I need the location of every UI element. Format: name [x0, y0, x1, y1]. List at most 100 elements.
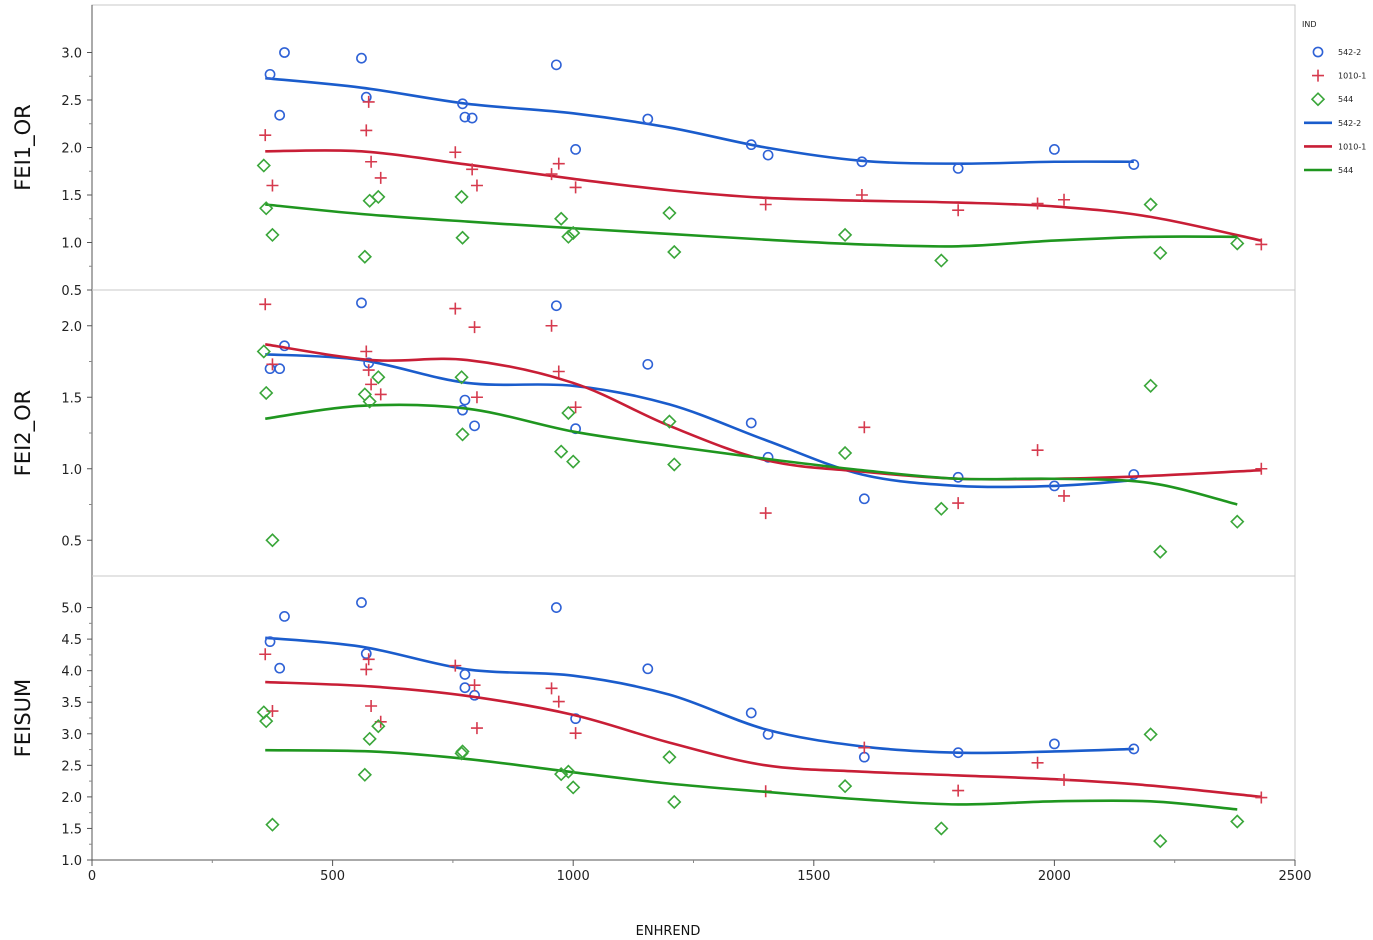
fit-line-544: [265, 748, 1238, 811]
data-point-542-2: [550, 602, 562, 613]
y-tick-label: 4.0: [61, 665, 82, 680]
legend-entry-542-2: 542-2: [1304, 119, 1361, 128]
data-point-544: [371, 719, 386, 734]
data-point-542-2: [570, 143, 582, 155]
y-tick-label: 3.0: [61, 47, 82, 62]
data-point-542-2: [570, 713, 582, 725]
data-point-1010-1: [374, 388, 387, 401]
legend-label: 542-2: [1338, 48, 1361, 57]
data-point-542-2: [745, 139, 757, 151]
data-point-544: [934, 253, 949, 268]
data-point-542-2: [1049, 738, 1060, 750]
data-point-1010-1: [470, 391, 483, 404]
data-point-542-2: [457, 98, 468, 110]
data-point-544: [667, 457, 682, 472]
data-point-1010-1: [952, 784, 965, 797]
legend-label: 544: [1338, 166, 1353, 175]
data-point-544: [1230, 814, 1245, 829]
y-tick-label: 3.5: [61, 696, 82, 711]
data-point-1010-1: [259, 648, 272, 661]
legend-marker-swatch: [1312, 69, 1324, 82]
data-point-544: [256, 344, 271, 359]
data-point-544: [667, 794, 682, 810]
fit-line-1010-1: [265, 680, 1262, 799]
data-point-542-2: [762, 729, 774, 740]
data-point-544: [259, 201, 274, 216]
data-point-542-2: [360, 648, 372, 660]
data-point-1010-1: [362, 653, 375, 666]
data-point-542-2: [274, 363, 286, 375]
data-point-544: [667, 244, 682, 260]
data-point-544: [259, 714, 274, 729]
data-point-542-2: [459, 682, 471, 694]
data-point-544: [362, 394, 377, 409]
data-point-542-2: [952, 162, 964, 174]
data-point-1010-1: [470, 179, 483, 192]
x-axis-label: ENHREND: [636, 924, 701, 939]
fit-line-544: [265, 403, 1238, 506]
y-tick-label: 2.5: [61, 94, 82, 109]
y-tick-label: 3.0: [61, 728, 82, 743]
data-point-544: [554, 767, 569, 782]
legend-label: 1010-1: [1338, 142, 1366, 151]
data-point-542-2: [274, 662, 286, 674]
data-point-544: [371, 189, 386, 205]
data-point-544: [837, 779, 853, 794]
data-point-544: [662, 749, 677, 765]
data-point-544: [371, 370, 386, 385]
data-point-1010-1: [365, 378, 378, 391]
data-point-542-2: [279, 610, 290, 622]
y-tick-label: 0.5: [61, 534, 82, 549]
data-point-544: [662, 205, 677, 221]
data-point-542-2: [1128, 159, 1140, 170]
data-point-544: [455, 230, 470, 245]
data-point-542-2: [469, 420, 480, 432]
legend-marker-swatch: [1312, 46, 1324, 58]
data-point-544: [662, 414, 677, 429]
legend-label: 1010-1: [1338, 72, 1366, 81]
legend-marker-swatch: [1310, 92, 1326, 107]
data-point-542-2: [550, 59, 562, 71]
series-542-2: [264, 297, 1140, 505]
data-point-1010-1: [952, 497, 965, 510]
data-point-544: [1143, 727, 1158, 742]
data-point-542-2: [264, 363, 276, 375]
legend-entry-544: 544: [1304, 166, 1353, 175]
data-point-1010-1: [449, 302, 462, 315]
data-point-542-2: [279, 47, 290, 58]
x-axis: 0 500 1000 1500 2000 2500: [88, 860, 1312, 884]
data-point-542-2: [1049, 480, 1060, 492]
data-point-542-2: [356, 597, 367, 608]
data-point-1010-1: [470, 722, 483, 735]
y-axis-label: FEI1_OR: [11, 104, 36, 191]
data-point-1010-1: [362, 364, 375, 377]
x-tick-label: 500: [320, 869, 345, 884]
y-axis-label: FEISUM: [11, 679, 35, 757]
data-point-544: [357, 767, 372, 782]
data-point-1010-1: [858, 741, 871, 754]
data-point-542-2: [856, 156, 868, 168]
y-tick-label: 2.0: [61, 320, 82, 335]
legend: IND 542-2 1010-1 544 542-2 1010-1 544: [1302, 20, 1366, 175]
panel-fei2-or: 0.5 1.0 1.5 2.0 FEI2_OR: [11, 289, 1295, 559]
data-point-544: [934, 821, 949, 836]
data-point-542-2: [360, 91, 372, 103]
data-point-544: [554, 444, 569, 459]
data-point-1010-1: [1255, 791, 1268, 804]
data-point-542-2: [550, 300, 562, 312]
data-point-542-2: [457, 404, 468, 416]
data-point-1010-1: [552, 695, 565, 708]
legend-label: 544: [1338, 95, 1353, 104]
data-point-1010-1: [259, 129, 272, 142]
x-tick-label: 2000: [1038, 869, 1071, 884]
data-point-1010-1: [858, 421, 871, 434]
y-tick-label: 5.0: [61, 602, 82, 617]
data-point-544: [561, 405, 576, 421]
fit-line-542-2: [265, 76, 1134, 165]
data-point-542-2: [642, 113, 654, 125]
y-tick-label: 1.0: [61, 463, 82, 478]
series-542-2: [264, 47, 1140, 174]
y-tick-label: 1.0: [61, 237, 82, 252]
data-point-1010-1: [552, 157, 565, 170]
series-1010-1: [259, 95, 1268, 251]
